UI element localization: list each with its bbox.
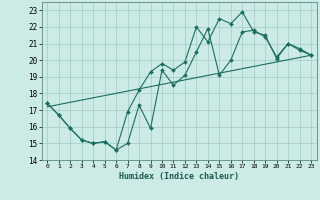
X-axis label: Humidex (Indice chaleur): Humidex (Indice chaleur) (119, 172, 239, 181)
